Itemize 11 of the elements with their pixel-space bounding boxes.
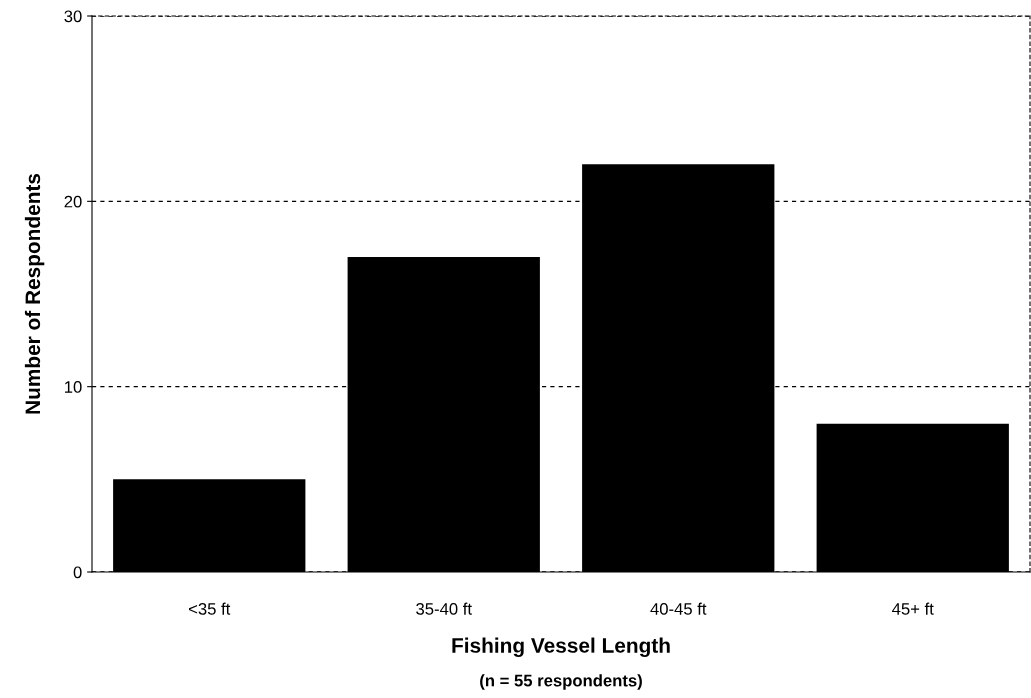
y-tick-label: 0 <box>73 566 82 579</box>
y-tick-label: 30 <box>64 10 82 23</box>
text: (n = 55 respondents) <box>480 674 642 690</box>
y-tick-label: 20 <box>64 195 82 208</box>
x-axis-title: Fishing Vessel Length <box>452 637 670 658</box>
x-tick-label: 45+ ft <box>892 602 934 615</box>
x-tick-label: 40-45 ft <box>650 602 707 615</box>
y-tick-label: 10 <box>65 381 82 393</box>
x-tick-label: 35-40 ft <box>416 602 472 615</box>
y-axis-title: Number of Respondents <box>24 173 45 414</box>
x-tick-label: <35 ft <box>188 602 231 615</box>
